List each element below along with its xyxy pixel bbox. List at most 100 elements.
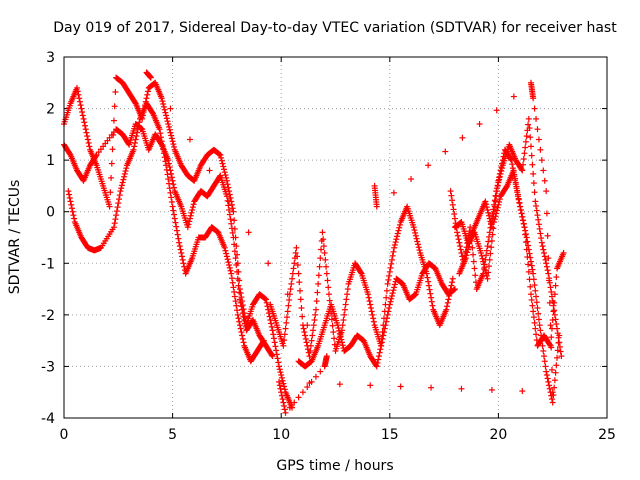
- data-point: [232, 294, 238, 300]
- data-point: [230, 280, 236, 286]
- data-point: [179, 253, 185, 259]
- data-point: [536, 221, 542, 227]
- data-point: [231, 217, 237, 223]
- y-tick-label: 0: [46, 205, 55, 221]
- data-point: [522, 232, 528, 238]
- data-point: [340, 317, 346, 323]
- data-point: [521, 224, 527, 230]
- data-point: [429, 299, 435, 305]
- data-point: [542, 363, 548, 369]
- y-tick-label: -1: [41, 256, 55, 272]
- data-point: [277, 369, 283, 375]
- data-point: [286, 297, 292, 303]
- data-point: [395, 228, 401, 234]
- data-point: [341, 312, 347, 318]
- data-point: [290, 271, 296, 277]
- data-point: [219, 158, 225, 164]
- data-point: [390, 287, 396, 293]
- data-point: [550, 317, 556, 323]
- data-point: [345, 286, 351, 292]
- data-point: [425, 162, 431, 168]
- data-point: [487, 257, 493, 263]
- data-point: [536, 137, 542, 143]
- data-point: [425, 279, 431, 285]
- data-point: [298, 305, 304, 311]
- data-point: [414, 236, 420, 242]
- data-point: [321, 243, 327, 249]
- data-point: [279, 375, 285, 381]
- data-point: [162, 110, 168, 116]
- data-point: [314, 290, 320, 296]
- data-point: [516, 200, 522, 206]
- data-point: [169, 135, 175, 141]
- data-point: [277, 366, 283, 372]
- data-point: [448, 188, 454, 194]
- data-point: [428, 385, 434, 391]
- y-tick-label: -2: [41, 308, 55, 324]
- data-point: [533, 331, 539, 337]
- data-point: [296, 279, 302, 285]
- data-point: [430, 303, 436, 309]
- data-point: [76, 95, 82, 101]
- data-point: [303, 336, 309, 342]
- data-point: [454, 229, 460, 235]
- data-point: [485, 243, 491, 249]
- data-point: [119, 182, 125, 188]
- data-point: [221, 166, 227, 172]
- data-point: [324, 271, 330, 277]
- x-tick-label: 20: [489, 427, 507, 443]
- data-point: [117, 188, 123, 194]
- data-point: [288, 286, 294, 292]
- data-point: [265, 260, 271, 266]
- data-points: [61, 69, 567, 415]
- data-point: [164, 115, 170, 121]
- data-point: [497, 171, 503, 177]
- data-point: [187, 137, 193, 143]
- data-point: [367, 302, 373, 308]
- data-point: [489, 224, 495, 230]
- data-point: [450, 202, 456, 208]
- data-point: [533, 116, 539, 122]
- data-point: [71, 216, 77, 222]
- data-point: [528, 143, 534, 149]
- data-point: [171, 144, 177, 150]
- data-point: [112, 220, 118, 226]
- data-point: [325, 277, 331, 283]
- data-point: [545, 375, 551, 381]
- data-point: [84, 133, 90, 139]
- data-point: [227, 265, 233, 271]
- data-point: [170, 141, 176, 147]
- data-point: [301, 329, 307, 335]
- data-point: [283, 320, 289, 326]
- data-point: [241, 339, 247, 345]
- data-point: [174, 228, 180, 234]
- data-point: [527, 276, 533, 282]
- data-point: [115, 200, 121, 206]
- data-point: [246, 229, 252, 235]
- data-point: [456, 240, 462, 246]
- data-point: [395, 230, 401, 236]
- data-point: [316, 272, 322, 278]
- data-point: [175, 236, 181, 242]
- data-point: [159, 98, 165, 104]
- data-point: [234, 269, 240, 275]
- data-point: [226, 262, 232, 268]
- data-point: [386, 273, 392, 279]
- data-point: [68, 202, 74, 208]
- data-point: [551, 307, 557, 313]
- data-point: [531, 180, 537, 186]
- data-point: [538, 235, 544, 241]
- data-point: [132, 140, 138, 146]
- data-point: [380, 332, 386, 338]
- data-point: [525, 261, 531, 267]
- data-point: [543, 188, 549, 194]
- data-point: [228, 216, 234, 222]
- data-point: [541, 353, 547, 359]
- data-point: [270, 331, 276, 337]
- data-point: [314, 298, 320, 304]
- data-point: [116, 196, 122, 202]
- data-point: [412, 230, 418, 236]
- data-point: [308, 343, 314, 349]
- data-point: [543, 260, 549, 266]
- data-point: [164, 167, 170, 173]
